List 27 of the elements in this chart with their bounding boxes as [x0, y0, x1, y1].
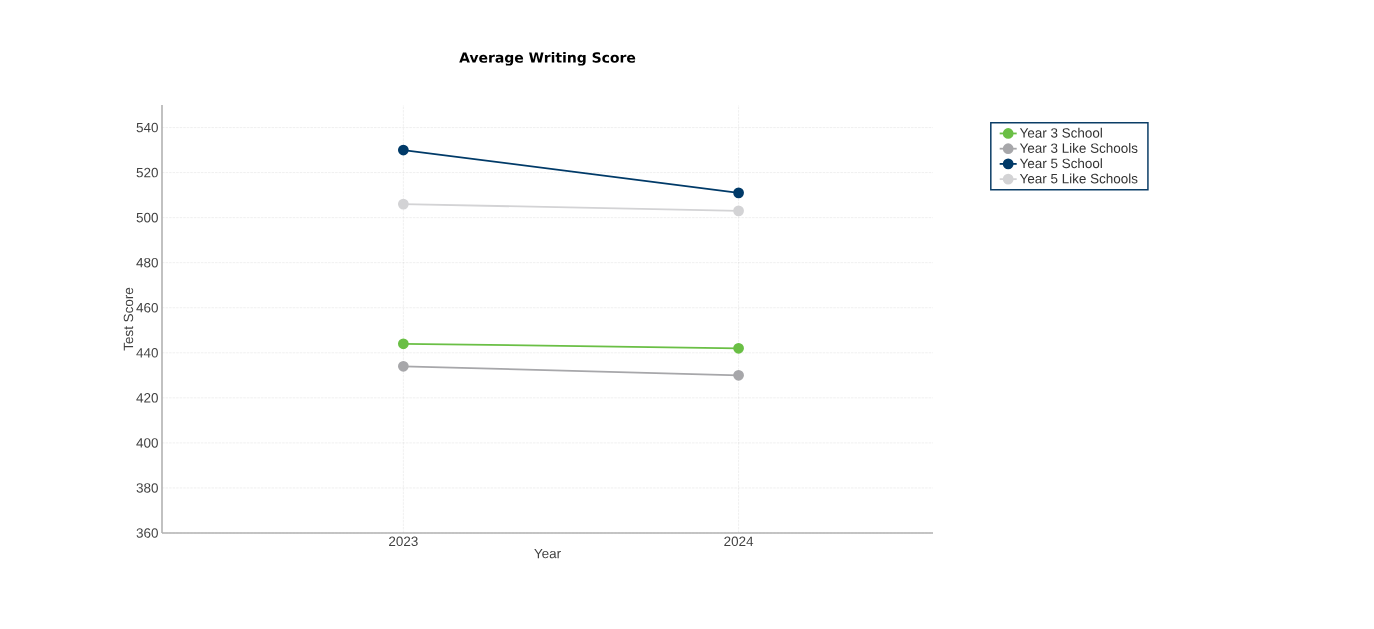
- point: [397, 338, 409, 350]
- y-tick-label: 500: [136, 212, 158, 223]
- point: [397, 198, 409, 210]
- y-tick-label: 400: [136, 438, 158, 448]
- legend-label: Year 5 Like Schools: [1019, 173, 1138, 184]
- legend-label: Year 3 Like Schools: [1019, 143, 1138, 153]
- point: [733, 205, 744, 217]
- point: [397, 360, 409, 372]
- x-tick-label: 2023: [389, 536, 418, 547]
- x-tick-label: 2024: [724, 536, 754, 547]
- point: [733, 342, 744, 354]
- y-tick-label: 360: [136, 528, 158, 538]
- y-axis-title: Test Score: [123, 287, 134, 351]
- y-tick-label: 460: [136, 302, 158, 313]
- point: [397, 144, 409, 156]
- point: [733, 187, 744, 199]
- x-axis-title: Year: [534, 548, 561, 559]
- chart-title: Average Writing Score: [459, 52, 636, 66]
- y-tick-label: 440: [136, 348, 158, 358]
- y-tick-label: 420: [136, 393, 158, 403]
- y-tick-label: 520: [136, 167, 158, 178]
- point: [733, 369, 744, 381]
- legend-label: Year 5 School: [1019, 158, 1102, 169]
- y-tick-label: 380: [136, 483, 158, 493]
- y-tick-label: 480: [136, 257, 158, 268]
- legend-label: Year 3 School: [1019, 127, 1102, 138]
- y-tick-label: 540: [136, 122, 158, 133]
